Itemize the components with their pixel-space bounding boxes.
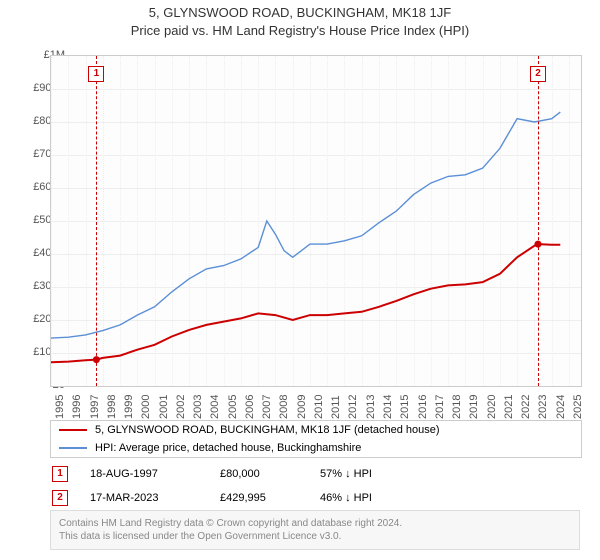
x-axis-label: 2010: [313, 395, 325, 419]
chart-title-sub: Price paid vs. HM Land Registry's House …: [0, 20, 600, 38]
x-axis-label: 2006: [244, 395, 256, 419]
x-axis-label: 2011: [330, 395, 342, 419]
legend: 5, GLYNSWOOD ROAD, BUCKINGHAM, MK18 1JF …: [50, 420, 582, 458]
x-axis-label: 2018: [451, 395, 463, 419]
x-axis-label: 2016: [417, 395, 429, 419]
sale-marker-line: [96, 56, 97, 386]
x-axis-label: 2002: [175, 395, 187, 419]
sales-table: 1 18-AUG-1997 £80,000 57% ↓ HPI 2 17-MAR…: [50, 462, 580, 510]
x-axis-label: 2015: [399, 395, 411, 419]
x-axis-label: 2008: [278, 395, 290, 419]
sale-marker: 2: [52, 490, 68, 506]
x-axis-label: 2000: [140, 395, 152, 419]
footer-line: Contains HM Land Registry data © Crown c…: [59, 517, 571, 530]
sale-delta: 46% ↓ HPI: [320, 492, 440, 504]
x-axis-label: 2020: [486, 395, 498, 419]
chart-title-address: 5, GLYNSWOOD ROAD, BUCKINGHAM, MK18 1JF: [0, 0, 600, 20]
sale-price: £429,995: [220, 492, 320, 504]
x-axis-label: 2003: [192, 395, 204, 419]
sale-date: 18-AUG-1997: [90, 468, 220, 480]
x-axis-label: 2001: [158, 395, 170, 419]
series-line-hpi: [51, 112, 560, 338]
chart-plot-area: 12: [50, 55, 582, 387]
x-axis-label: 2012: [347, 395, 359, 419]
x-axis-label: 2004: [209, 395, 221, 419]
x-axis-label: 2017: [434, 395, 446, 419]
sale-marker: 1: [52, 466, 68, 482]
footer-line: This data is licensed under the Open Gov…: [59, 530, 571, 543]
x-axis-label: 2013: [365, 395, 377, 419]
legend-item: 5, GLYNSWOOD ROAD, BUCKINGHAM, MK18 1JF …: [51, 421, 581, 439]
x-axis-label: 2005: [227, 395, 239, 419]
legend-swatch: [59, 447, 87, 449]
x-axis-label: 1999: [123, 395, 135, 419]
legend-item: HPI: Average price, detached house, Buck…: [51, 439, 581, 457]
sale-marker-box: 2: [530, 66, 546, 82]
x-axis-label: 1996: [71, 395, 83, 419]
legend-swatch: [59, 429, 87, 431]
x-axis-label: 1995: [54, 395, 66, 419]
x-axis-label: 2025: [572, 395, 584, 419]
x-axis-label: 2021: [503, 395, 515, 419]
sale-delta: 57% ↓ HPI: [320, 468, 440, 480]
x-axis-label: 2009: [296, 395, 308, 419]
x-axis-label: 1998: [106, 395, 118, 419]
legend-label: HPI: Average price, detached house, Buck…: [95, 442, 361, 454]
x-axis-label: 2024: [555, 395, 567, 419]
sale-row: 1 18-AUG-1997 £80,000 57% ↓ HPI: [50, 462, 580, 486]
sale-marker-line: [538, 56, 539, 386]
legend-label: 5, GLYNSWOOD ROAD, BUCKINGHAM, MK18 1JF …: [95, 424, 440, 436]
x-axis-label: 2022: [520, 395, 532, 419]
series-line-property: [51, 244, 560, 362]
x-axis-label: 2019: [468, 395, 480, 419]
sale-marker-box: 1: [88, 66, 104, 82]
sale-price: £80,000: [220, 468, 320, 480]
sale-date: 17-MAR-2023: [90, 492, 220, 504]
x-axis-label: 2014: [382, 395, 394, 419]
sale-row: 2 17-MAR-2023 £429,995 46% ↓ HPI: [50, 486, 580, 510]
x-axis-label: 1997: [89, 395, 101, 419]
attribution-footer: Contains HM Land Registry data © Crown c…: [50, 510, 580, 550]
x-axis-label: 2023: [537, 395, 549, 419]
x-axis-label: 2007: [261, 395, 273, 419]
